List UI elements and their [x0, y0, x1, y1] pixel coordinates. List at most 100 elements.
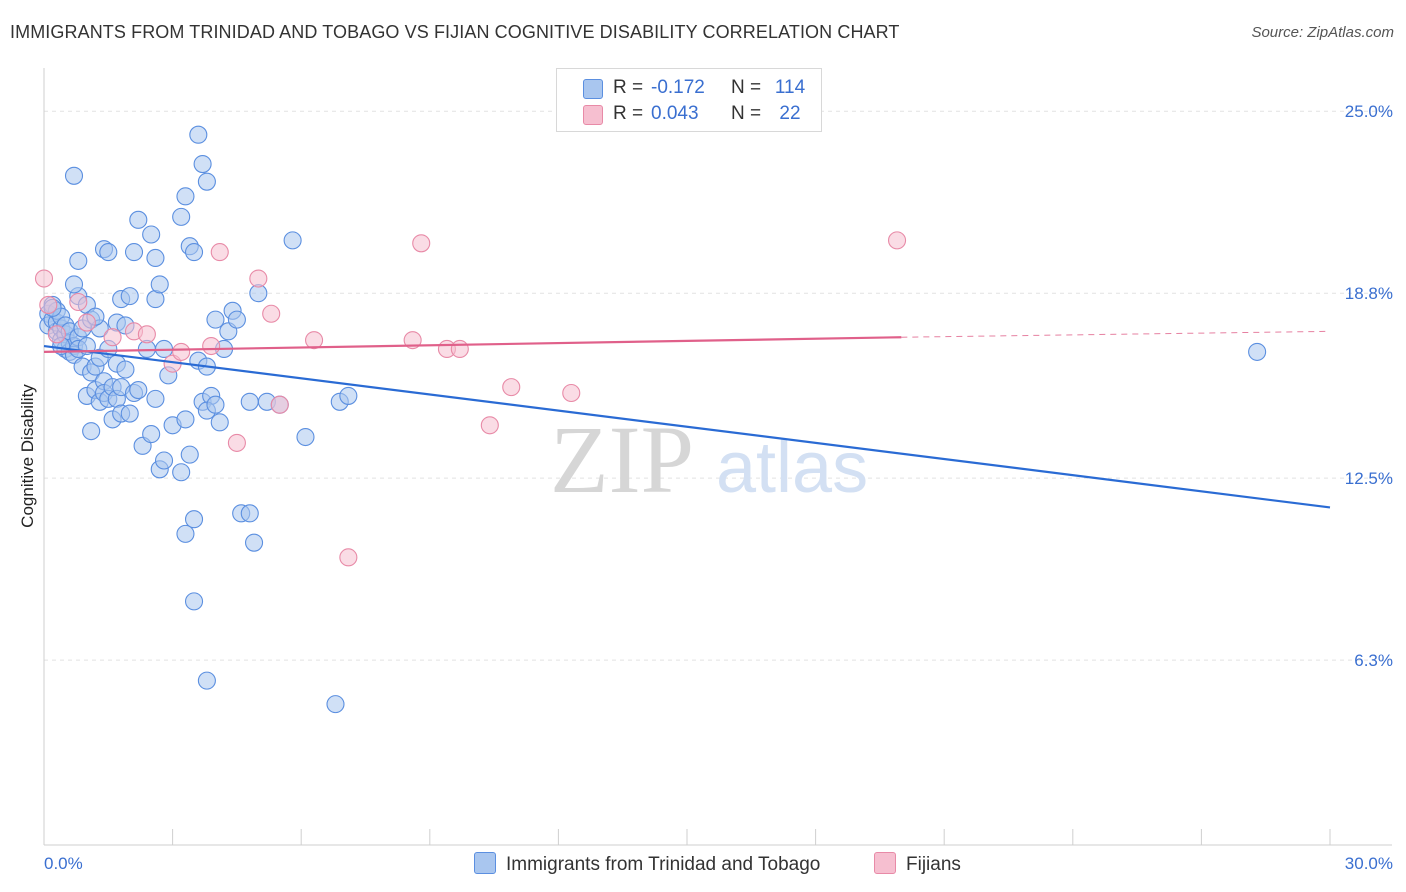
blue-point: [146, 248, 165, 268]
pink-point: [249, 269, 268, 288]
pink-swatch: [874, 852, 896, 874]
trend-lines: [43, 330, 1331, 509]
pink-trend-extension: [901, 330, 1331, 338]
pink-point: [210, 243, 229, 262]
blue-point: [64, 275, 84, 294]
pink-point: [270, 395, 289, 414]
blue-point: [339, 386, 358, 405]
blue-point: [120, 404, 139, 423]
blue-point: [176, 524, 195, 543]
r-value: 0.043: [651, 103, 699, 124]
pink-point: [137, 325, 156, 344]
blue-trend-line: [43, 344, 1331, 509]
pink-point: [887, 231, 907, 250]
data-points: [34, 125, 1267, 714]
pink-point: [34, 269, 54, 288]
r-label: R =: [613, 77, 644, 98]
legend-label: Fijians: [906, 854, 961, 875]
blue-point: [172, 207, 191, 226]
blue-point: [142, 225, 161, 244]
watermark-zip: ZIP: [550, 406, 694, 513]
blue-point: [150, 275, 169, 294]
pink-point: [172, 342, 191, 361]
n-value: 22: [779, 103, 801, 124]
y-tick-label: 18.8%: [1345, 284, 1393, 303]
blue-point: [244, 533, 264, 552]
y-tick-label: 25.0%: [1345, 102, 1393, 121]
source-note: Source: ZipAtlas.com: [1251, 24, 1394, 41]
blue-point: [142, 425, 161, 444]
pink-swatch: [583, 105, 603, 125]
blue-point: [69, 251, 88, 270]
pink-point: [480, 416, 499, 435]
chart-title: IMMIGRANTS FROM TRINIDAD AND TOBAGO VS F…: [10, 22, 900, 42]
blue-point: [210, 413, 229, 432]
blue-point: [240, 392, 259, 411]
x-tick-label: 0.0%: [44, 854, 83, 873]
legend-item-fijians: Fijians: [874, 852, 961, 876]
pink-point: [227, 433, 246, 452]
grid-lines: [44, 110, 1392, 661]
blue-point: [82, 422, 101, 441]
blue-point: [193, 155, 212, 174]
y-tick-label: 12.5%: [1345, 469, 1393, 488]
pink-point: [103, 328, 122, 347]
blue-point: [296, 427, 315, 447]
blue-point: [227, 310, 246, 329]
pink-point: [339, 548, 358, 567]
blue-point: [326, 695, 345, 714]
blue-point: [64, 166, 84, 185]
pink-point: [450, 339, 469, 359]
blue-point: [146, 389, 165, 408]
legend-label: Immigrants from Trinidad and Tobago: [506, 854, 821, 875]
blue-point: [129, 381, 148, 400]
blue-point: [180, 445, 199, 464]
y-tick-label: 6.3%: [1354, 651, 1393, 670]
blue-point: [120, 287, 139, 306]
pink-point: [262, 304, 281, 323]
pink-point: [39, 295, 58, 314]
watermark-atlas: atlas: [716, 428, 868, 508]
x-tick-label: 30.0%: [1345, 854, 1393, 873]
blue-point: [129, 210, 148, 229]
pink-point: [403, 331, 422, 350]
blue-point: [1248, 342, 1267, 361]
blue-point: [206, 395, 225, 414]
pink-trend-line: [43, 336, 902, 354]
pink-point: [47, 325, 66, 344]
blue-point: [184, 592, 204, 611]
pink-point: [502, 378, 521, 397]
pink-point: [202, 336, 221, 356]
stats-legend: R = -0.172 N = 114 R = 0.043 N = 22: [556, 68, 822, 132]
pink-point: [69, 292, 88, 312]
blue-point: [197, 671, 216, 690]
blue-point: [172, 463, 191, 482]
n-value: 114: [774, 77, 806, 98]
pink-point: [77, 313, 96, 332]
blue-point: [197, 172, 216, 191]
r-value: -0.172: [651, 77, 705, 98]
legend-item-trinidad: Immigrants from Trinidad and Tobago: [474, 852, 820, 876]
blue-swatch: [474, 852, 496, 874]
axes: [43, 68, 1392, 846]
r-label: R =: [613, 103, 644, 124]
blue-point: [206, 310, 225, 329]
tick-labels: 6.3% 12.5% 18.8% 25.0% 0.0% 30.0%: [44, 102, 1393, 873]
n-label: N =: [731, 77, 762, 98]
blue-point: [176, 187, 195, 206]
watermark: ZIP atlas: [550, 406, 868, 513]
blue-swatch: [583, 79, 603, 99]
blue-point: [116, 360, 135, 379]
blue-point: [184, 510, 204, 529]
blue-point: [154, 451, 174, 470]
pink-point: [412, 234, 431, 253]
blue-point: [189, 125, 208, 144]
pink-point: [562, 383, 581, 403]
blue-point: [240, 504, 259, 523]
blue-point: [99, 243, 118, 262]
blue-point: [283, 231, 302, 250]
blue-point: [124, 243, 144, 262]
n-label: N =: [731, 103, 762, 124]
blue-point: [176, 410, 195, 429]
